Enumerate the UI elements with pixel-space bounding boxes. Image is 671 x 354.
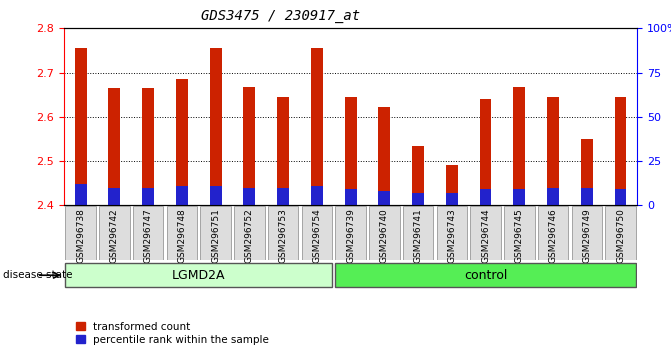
Text: GSM296747: GSM296747	[144, 208, 152, 263]
Bar	[480, 189, 491, 205]
Text: control: control	[464, 269, 507, 282]
Text: GSM296745: GSM296745	[515, 208, 524, 263]
FancyBboxPatch shape	[572, 206, 602, 259]
FancyBboxPatch shape	[336, 206, 366, 259]
Text: GSM296753: GSM296753	[278, 208, 288, 263]
Bar	[74, 184, 87, 205]
Text: LGMD2A: LGMD2A	[172, 269, 225, 282]
Bar	[277, 188, 289, 205]
FancyBboxPatch shape	[504, 206, 535, 259]
Bar	[244, 188, 255, 205]
Text: GSM296744: GSM296744	[481, 208, 490, 263]
Text: GSM296740: GSM296740	[380, 208, 389, 263]
Text: GSM296746: GSM296746	[549, 208, 558, 263]
Text: GSM296739: GSM296739	[346, 208, 355, 263]
FancyBboxPatch shape	[66, 263, 332, 287]
Bar	[547, 97, 559, 205]
FancyBboxPatch shape	[336, 263, 635, 287]
Bar	[345, 97, 356, 205]
Bar	[142, 88, 154, 205]
Legend: transformed count, percentile rank within the sample: transformed count, percentile rank withi…	[72, 317, 273, 349]
Text: GSM296751: GSM296751	[211, 208, 220, 263]
Bar	[412, 193, 424, 205]
FancyBboxPatch shape	[66, 206, 96, 259]
Bar	[513, 189, 525, 205]
Text: GDS3475 / 230917_at: GDS3475 / 230917_at	[201, 9, 360, 23]
Bar	[480, 99, 491, 205]
Bar	[109, 88, 120, 205]
Bar	[210, 186, 221, 205]
Bar	[581, 188, 592, 205]
FancyBboxPatch shape	[166, 206, 197, 259]
Text: GSM296738: GSM296738	[76, 208, 85, 263]
Bar	[615, 97, 627, 205]
FancyBboxPatch shape	[133, 206, 163, 259]
Bar	[412, 145, 424, 205]
Bar	[378, 191, 391, 205]
Bar	[74, 48, 87, 205]
FancyBboxPatch shape	[437, 206, 467, 259]
Text: GSM296749: GSM296749	[582, 208, 591, 263]
FancyBboxPatch shape	[470, 206, 501, 259]
Bar	[311, 186, 323, 205]
FancyBboxPatch shape	[605, 206, 635, 259]
FancyBboxPatch shape	[369, 206, 399, 259]
Bar	[581, 139, 592, 205]
Bar	[446, 165, 458, 205]
Bar	[615, 189, 627, 205]
Bar	[513, 87, 525, 205]
Bar	[277, 97, 289, 205]
Bar	[210, 48, 221, 205]
Text: GSM296742: GSM296742	[110, 208, 119, 263]
Text: GSM296741: GSM296741	[413, 208, 423, 263]
Bar	[547, 188, 559, 205]
FancyBboxPatch shape	[99, 206, 130, 259]
Bar	[176, 186, 188, 205]
Text: disease state: disease state	[3, 270, 73, 280]
FancyBboxPatch shape	[234, 206, 264, 259]
FancyBboxPatch shape	[538, 206, 568, 259]
FancyBboxPatch shape	[268, 206, 299, 259]
Bar	[378, 107, 391, 205]
Text: GSM296754: GSM296754	[312, 208, 321, 263]
Text: GSM296750: GSM296750	[616, 208, 625, 263]
Text: GSM296748: GSM296748	[177, 208, 187, 263]
Text: GSM296752: GSM296752	[245, 208, 254, 263]
Bar	[345, 189, 356, 205]
Text: GSM296743: GSM296743	[448, 208, 456, 263]
Bar	[446, 193, 458, 205]
FancyBboxPatch shape	[302, 206, 332, 259]
FancyBboxPatch shape	[403, 206, 433, 259]
Bar	[142, 188, 154, 205]
FancyBboxPatch shape	[201, 206, 231, 259]
Bar	[311, 48, 323, 205]
Bar	[176, 79, 188, 205]
Bar	[109, 188, 120, 205]
Bar	[244, 87, 255, 205]
